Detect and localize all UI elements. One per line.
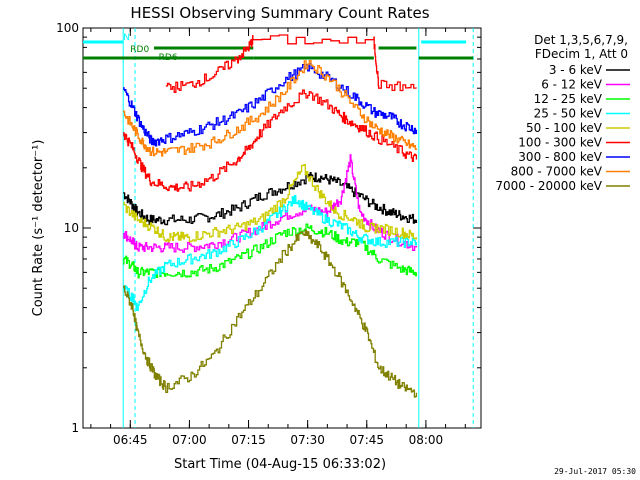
x-tick-label: 08:00: [409, 433, 444, 447]
x-tick-label: 07:15: [231, 433, 266, 447]
series-line: [123, 60, 418, 157]
series-line: [123, 89, 418, 192]
series-line: [123, 171, 418, 226]
legend-label: 25 - 50 keV: [534, 107, 603, 121]
plot-frame: [82, 27, 482, 429]
x-tick-label: 07:45: [349, 433, 384, 447]
legend-header-2: FDecim 1, Att 0: [535, 47, 628, 61]
legend-label: 3 - 6 keV: [549, 63, 603, 77]
legend-label: 6 - 12 keV: [541, 78, 603, 92]
series-line: [123, 62, 418, 147]
y-tick-label: 1: [71, 421, 79, 435]
series-line: [123, 164, 418, 243]
legend-label: 12 - 25 keV: [534, 92, 603, 106]
series-line: [123, 229, 418, 398]
series-line: [123, 223, 418, 279]
x-tick-label: 07:00: [172, 433, 207, 447]
series-line: [123, 154, 418, 253]
x-tick-label: 07:30: [290, 433, 325, 447]
series-line: [165, 34, 418, 93]
night-flag-label: N: [123, 33, 130, 43]
footer-date: 29-Jul-2017 05:30: [554, 467, 636, 476]
legend-label: 50 - 100 keV: [526, 121, 603, 135]
chart-title: HESSI Observing Summary Count Rates: [130, 4, 429, 22]
y-tick-label: 10: [64, 221, 79, 235]
rd6-flag-label: RD6: [159, 53, 178, 63]
series-line: [123, 194, 418, 311]
legend-label: 300 - 800 keV: [518, 150, 602, 164]
rd0-flag-label: RD0: [130, 45, 149, 55]
plot-area: 1 10 100 06:45 07:00 07:15 07:30 07:45 08:00 NRD0…: [56, 21, 482, 447]
legend-label: 800 - 7000 keV: [511, 165, 603, 179]
legend-label: 100 - 300 keV: [518, 136, 602, 150]
series-group: [123, 34, 418, 398]
x-axis-label: Start Time (04-Aug-15 06:33:02): [174, 457, 386, 472]
x-tick-label: 06:45: [113, 433, 148, 447]
y-axis-label: Count Rate (s⁻¹ detector⁻¹): [31, 140, 46, 317]
legend-label: 7000 - 20000 keV: [495, 179, 602, 193]
y-tick-label: 100: [56, 21, 79, 35]
legend-header-1: Det 1,3,5,6,7,9,: [534, 33, 628, 47]
